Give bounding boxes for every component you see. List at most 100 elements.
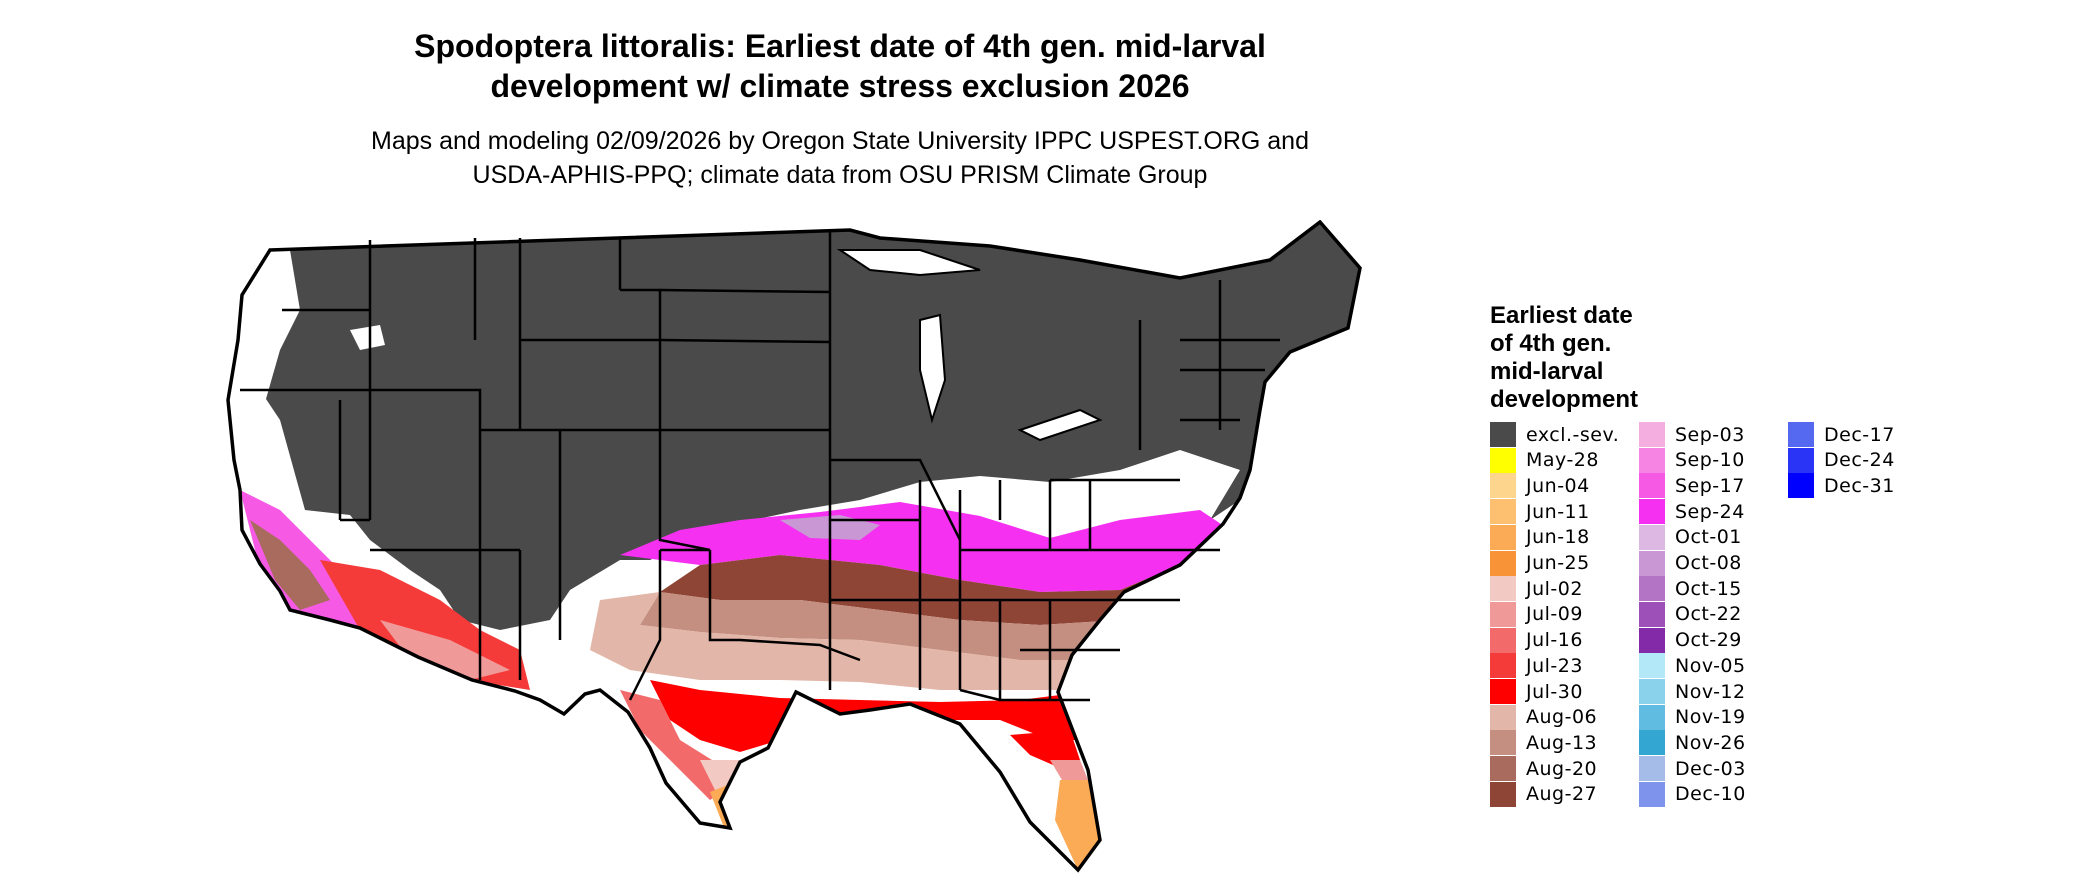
legend-swatch <box>1490 679 1516 704</box>
legend-item: Jun-11 <box>1490 499 1590 525</box>
legend-swatch <box>1490 576 1516 602</box>
legend-label: Sep-03 <box>1675 423 1745 446</box>
legend-swatch <box>1490 756 1516 782</box>
legend-item: Jun-18 <box>1490 524 1590 550</box>
legend-label: Oct-29 <box>1675 629 1742 652</box>
legend-swatch <box>1639 499 1665 525</box>
legend-label: Jul-30 <box>1526 680 1583 703</box>
zone-florida-red <box>1010 730 1080 768</box>
legend-item: Aug-13 <box>1490 730 1598 756</box>
legend-swatch <box>1639 704 1665 730</box>
legend-title-line: development <box>1490 386 1639 413</box>
legend-item: Jun-25 <box>1490 550 1590 576</box>
legend-label: Sep-17 <box>1675 474 1745 497</box>
legend-item: Aug-27 <box>1490 781 1598 807</box>
legend-swatch <box>1639 653 1665 679</box>
legend-swatch <box>1639 781 1665 807</box>
legend-item: Nov-05 <box>1639 653 1746 679</box>
white-patch-nevada <box>350 325 385 350</box>
us-map <box>226 220 1362 872</box>
lake-michigan <box>919 313 947 424</box>
legend-label: Jul-16 <box>1526 629 1583 652</box>
legend-swatch <box>1639 550 1665 576</box>
legend-swatch <box>1490 524 1516 550</box>
legend-label: Oct-01 <box>1675 526 1742 549</box>
legend-item: Jul-30 <box>1490 679 1583 704</box>
zone-california-brown <box>250 520 330 610</box>
legend-label: Nov-05 <box>1675 654 1746 677</box>
map-subtitle-line-1: Maps and modeling 02/09/2026 by Oregon S… <box>371 127 1309 155</box>
legend-title-line: of 4th gen. <box>1490 330 1612 357</box>
zone-arizona-salmon <box>380 620 510 680</box>
legend-swatch <box>1788 473 1814 499</box>
legend-item: excl.-sev. <box>1490 422 1619 447</box>
legend-swatch <box>1490 422 1516 447</box>
legend-swatch <box>1639 627 1665 653</box>
legend-swatch <box>1639 730 1665 756</box>
legend-swatch <box>1639 601 1665 627</box>
legend-swatch <box>1639 524 1665 550</box>
zone-florida-orange <box>1055 780 1100 870</box>
legend-item: Sep-24 <box>1639 499 1745 525</box>
legend-label: Jun-04 <box>1526 474 1590 497</box>
legend-item: Sep-10 <box>1639 447 1745 473</box>
legend-item: Jul-23 <box>1490 653 1583 679</box>
legend-swatch <box>1788 422 1814 447</box>
legend-item: Jul-02 <box>1490 576 1583 602</box>
legend-label: Sep-10 <box>1675 449 1745 472</box>
legend-swatch <box>1490 704 1516 730</box>
white-patch-northwest <box>228 250 300 510</box>
legend-label: May-28 <box>1526 449 1599 472</box>
legend-swatch <box>1490 653 1516 679</box>
legend-swatch <box>1490 781 1516 807</box>
legend-label: Oct-15 <box>1675 577 1742 600</box>
legend-label: Jul-02 <box>1526 577 1583 600</box>
legend-item: May-28 <box>1490 447 1599 473</box>
legend-swatch <box>1490 730 1516 756</box>
legend-label: Jun-11 <box>1526 500 1590 523</box>
map-subtitle: Maps and modeling 02/09/2026 by Oregon S… <box>0 124 1680 192</box>
lake-erie <box>1017 408 1103 442</box>
legend-item: Nov-19 <box>1639 704 1746 730</box>
legend-label: excl.-sev. <box>1526 423 1620 446</box>
legend-item: Nov-26 <box>1639 730 1746 756</box>
legend-swatch <box>1490 550 1516 576</box>
legend-swatch <box>1490 601 1516 627</box>
legend-label: Jun-25 <box>1526 552 1590 574</box>
legend-item: Jul-16 <box>1490 627 1583 653</box>
legend-title-line: mid-larval <box>1490 358 1604 385</box>
legend-swatch <box>1639 679 1665 704</box>
legend-label: Oct-08 <box>1675 552 1742 574</box>
legend-swatch <box>1490 447 1516 473</box>
legend-label: Aug-27 <box>1526 783 1598 806</box>
zone-aug-13 <box>640 592 1210 660</box>
legend-item: Oct-08 <box>1639 550 1742 576</box>
zone-aug-06 <box>590 592 1150 690</box>
map-title-line-2: development w/ climate stress exclusion … <box>490 68 1190 104</box>
legend-item: Aug-20 <box>1490 756 1597 782</box>
legend-item: Dec-31 <box>1788 473 1895 499</box>
legend-label: Aug-13 <box>1526 731 1598 754</box>
legend-label: Jul-09 <box>1526 603 1583 626</box>
legend-swatch <box>1490 499 1516 525</box>
legend-label: Jun-18 <box>1526 526 1590 549</box>
zone-sep <box>620 502 1230 592</box>
legend-label: Dec-10 <box>1675 783 1746 806</box>
legend-label: Jul-23 <box>1526 654 1583 677</box>
legend-item: Dec-10 <box>1639 781 1746 807</box>
legend-swatch <box>1788 447 1814 473</box>
map-subtitle-line-2: USDA-APHIS-PPQ; climate data from OSU PR… <box>472 161 1208 189</box>
legend-label: Nov-12 <box>1675 680 1746 703</box>
lake-superior <box>836 249 981 277</box>
map-title: Spodoptera littoralis: Earliest date of … <box>0 26 1680 106</box>
legend-label: Sep-24 <box>1675 500 1745 523</box>
legend-label: Aug-06 <box>1526 706 1598 729</box>
legend-item: Oct-01 <box>1639 524 1742 550</box>
legend-label: Dec-31 <box>1824 474 1895 497</box>
legend-swatch <box>1639 447 1665 473</box>
legend-item: Oct-15 <box>1639 576 1742 602</box>
zone-aug-27 <box>660 550 1230 625</box>
legend-swatch <box>1639 576 1665 602</box>
legend-label: Dec-24 <box>1824 449 1895 472</box>
legend-title-line: Earliest date <box>1490 302 1633 329</box>
